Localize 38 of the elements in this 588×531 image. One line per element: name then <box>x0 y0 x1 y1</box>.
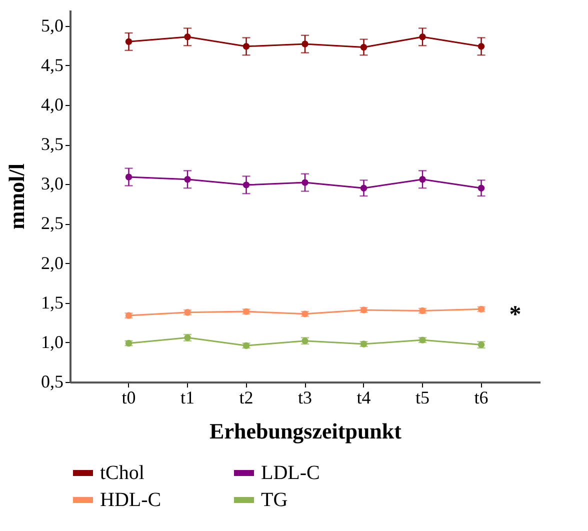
point <box>478 184 485 192</box>
x-tick-label: t6 <box>474 388 488 408</box>
point <box>360 44 368 51</box>
x-tick-label: t2 <box>239 388 254 408</box>
legend-label: tChol <box>100 462 145 484</box>
y-tick-label: 4,5 <box>41 54 64 75</box>
y-tick-label: 3,0 <box>41 174 64 194</box>
point <box>302 179 308 186</box>
point <box>478 43 485 50</box>
point <box>125 174 132 180</box>
y-tick-label: 3,5 <box>41 134 64 154</box>
point <box>242 182 250 188</box>
y-tick-label: 0,5 <box>41 372 64 392</box>
y-tick-label: 1,0 <box>41 332 64 352</box>
y-tick-label: 2,0 <box>41 252 64 273</box>
x-tick-label: t1 <box>180 388 195 408</box>
point <box>184 34 191 40</box>
x-tick-label: t5 <box>415 388 430 408</box>
point <box>302 40 308 48</box>
y-axis-title: mmol/l <box>4 164 29 230</box>
point <box>242 43 250 50</box>
y-tick-label: 2,5 <box>41 213 64 234</box>
y-tick-label: 1,5 <box>41 292 64 312</box>
y-tick-label: 5,0 <box>41 15 64 36</box>
point <box>419 34 426 40</box>
point <box>419 176 426 183</box>
x-tick-label: t0 <box>122 388 136 408</box>
legend-label: TG <box>261 489 288 511</box>
annotation: * <box>509 302 522 328</box>
legend-label: HDL-C <box>100 489 162 511</box>
legend-label: LDL-C <box>261 462 320 484</box>
point <box>360 184 368 192</box>
x-axis-title: Erhebungszeitpunkt <box>210 418 402 444</box>
point <box>184 176 191 183</box>
x-tick-label: t3 <box>298 388 312 408</box>
y-tick-label: 4,0 <box>41 94 64 114</box>
x-tick-label: t4 <box>356 388 371 408</box>
point <box>125 38 132 46</box>
